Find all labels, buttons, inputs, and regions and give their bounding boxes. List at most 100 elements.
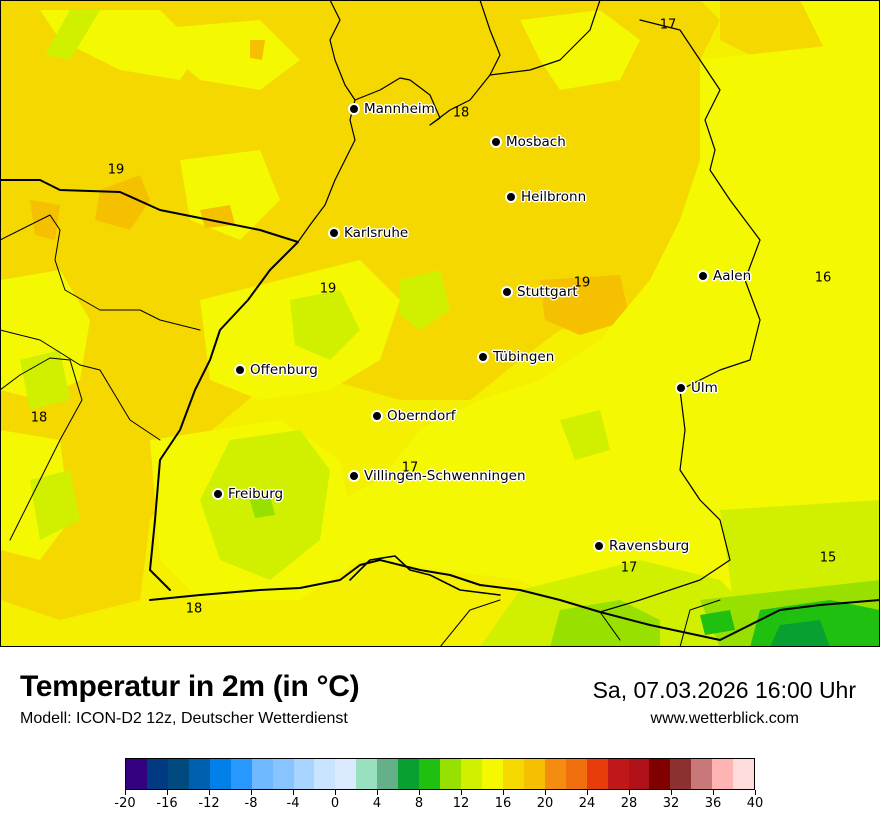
- city-marker: Ravensburg: [593, 538, 690, 554]
- colorbar-segment: [586, 759, 608, 789]
- colorbar-tick-label: -4: [286, 796, 300, 811]
- temperature-field: [0, 0, 880, 647]
- city-dot-icon: [490, 136, 502, 148]
- colorbar-tick-label: 28: [620, 796, 638, 811]
- colorbar-segment: [733, 759, 755, 789]
- colorbar-tick-label: 40: [746, 796, 764, 811]
- city-marker: Mannheim: [348, 101, 435, 117]
- city-dot-icon: [501, 286, 513, 298]
- temperature-value-label: 17: [620, 560, 638, 576]
- colorbar-tick: [712, 790, 714, 795]
- colorbar-segment: [419, 759, 441, 789]
- colorbar-tick-label: 8: [414, 796, 424, 811]
- city-marker: Mosbach: [490, 134, 566, 150]
- city-marker: Freiburg: [212, 486, 284, 502]
- temperature-value-label: 18: [30, 410, 48, 426]
- colorbar-tick-label: -8: [244, 796, 258, 811]
- colorbar-legend: [125, 758, 755, 790]
- colorbar-tick-label: -16: [156, 796, 178, 811]
- temperature-value-label: 17: [401, 460, 419, 476]
- temperature-map: 17 18 19 19 19 16 18 17 17 15 18 Mannheim Mosbach He…: [0, 0, 880, 647]
- city-marker: Heilbronn: [505, 189, 586, 205]
- city-marker: Aalen: [697, 268, 752, 284]
- colorbar-tick: [670, 790, 672, 795]
- temperature-value-label: 19: [319, 281, 337, 297]
- colorbar-tick-label: 0: [330, 796, 340, 811]
- colorbar-tick: [754, 790, 756, 795]
- city-label: Oberndorf: [387, 408, 456, 424]
- city-marker: Oberndorf: [371, 408, 456, 424]
- colorbar-tick: [418, 790, 420, 795]
- city-dot-icon: [675, 382, 687, 394]
- colorbar-segment: [314, 759, 336, 789]
- colorbar-ticks: -20 -16 -12 -8 -4 0 4 8 12 16 20 24 28 32 36 40: [114, 790, 763, 820]
- city-marker: Stuttgart: [501, 284, 578, 300]
- temperature-value-label: 16: [814, 270, 832, 286]
- colorbar-segment: [209, 759, 231, 789]
- city-marker: Karlsruhe: [328, 225, 409, 241]
- colorbar-tick: [460, 790, 462, 795]
- city-label: Aalen: [713, 268, 752, 284]
- chart-title: Temperatur in 2m (in °C): [20, 670, 360, 703]
- colorbar-segment: [272, 759, 294, 789]
- temperature-value-label: 19: [107, 162, 125, 178]
- city-label: Karlsruhe: [344, 225, 409, 241]
- colorbar-segment: [649, 759, 671, 789]
- city-label: Ravensburg: [609, 538, 690, 554]
- colorbar-segment: [356, 759, 378, 789]
- colorbar-segment: [230, 759, 252, 789]
- website-link[interactable]: www.wetterblick.com: [650, 710, 799, 727]
- colorbar-segment: [377, 759, 399, 789]
- city-dot-icon: [697, 270, 709, 282]
- colorbar-segment: [523, 759, 545, 789]
- colorbar-tick-label: -12: [198, 796, 220, 811]
- colorbar-tick: [208, 790, 210, 795]
- city-label: Freiburg: [228, 486, 284, 502]
- model-source: Modell: ICON-D2 12z, Deutscher Wetterdie…: [20, 710, 348, 727]
- colorbar-segment: [670, 759, 692, 789]
- colorbar-tick: [628, 790, 630, 795]
- colorbar-tick-label: 20: [536, 796, 554, 811]
- city-marker: Offenburg: [234, 362, 318, 378]
- colorbar-tick: [544, 790, 546, 795]
- colorbar-segment: [607, 759, 629, 789]
- city-label: Mosbach: [506, 134, 566, 150]
- colorbar-segment: [712, 759, 734, 789]
- city-label: Villingen-Schwenningen: [364, 468, 526, 484]
- colorbar-segment: [167, 759, 189, 789]
- colorbar-segment: [461, 759, 482, 789]
- city-marker: Tübingen: [477, 349, 555, 365]
- colorbar-segment: [628, 759, 650, 789]
- city-dot-icon: [505, 191, 517, 203]
- colorbar-segment: [293, 759, 315, 789]
- colorbar-tick: [166, 790, 168, 795]
- colorbar-segment: [565, 759, 587, 789]
- colorbar-segment: [251, 759, 273, 789]
- city-dot-icon: [212, 488, 224, 500]
- colorbar-segment: [146, 759, 168, 789]
- city-dot-icon: [348, 103, 360, 115]
- valid-datetime: Sa, 07.03.2026 16:00 Uhr: [592, 677, 856, 703]
- colorbar-tick: [292, 790, 294, 795]
- colorbar-segment: [335, 759, 357, 789]
- colorbar-tick-label: 4: [372, 796, 382, 811]
- colorbar-tick-label: 32: [662, 796, 680, 811]
- city-label: Stuttgart: [517, 284, 578, 300]
- temperature-value-label: 17: [659, 17, 677, 33]
- city-dot-icon: [328, 227, 340, 239]
- city-label: Mannheim: [364, 101, 435, 117]
- colorbar-segment: [481, 759, 503, 789]
- colorbar-segment: [440, 759, 461, 789]
- temperature-value-label: 18: [452, 105, 470, 121]
- city-label: Ulm: [691, 380, 718, 396]
- colorbar-tick: [376, 790, 378, 795]
- colorbar-segment: [691, 759, 713, 789]
- colorbar-tick: [124, 790, 126, 795]
- city-label: Tübingen: [493, 349, 555, 365]
- city-dot-icon: [593, 540, 605, 552]
- colorbar-segment: [544, 759, 566, 789]
- colorbar-tick-label: 24: [578, 796, 596, 811]
- colorbar-segment: [398, 759, 420, 789]
- city-marker: Villingen-Schwenningen: [348, 468, 526, 484]
- colorbar-tick: [334, 790, 336, 795]
